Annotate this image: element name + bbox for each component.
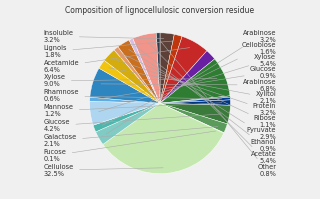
Text: Acetamide
6.4%: Acetamide 6.4% xyxy=(44,48,190,73)
Wedge shape xyxy=(156,33,160,103)
Text: Galactose
2.1%: Galactose 2.1% xyxy=(44,127,218,147)
Wedge shape xyxy=(160,59,230,103)
Text: Rhamnose
0.6%: Rhamnose 0.6% xyxy=(44,89,222,102)
Text: Acetate
5.4%: Acetate 5.4% xyxy=(148,42,276,164)
Wedge shape xyxy=(160,97,230,103)
Text: Other
0.8%: Other 0.8% xyxy=(160,41,276,177)
Wedge shape xyxy=(90,97,160,103)
Text: Glucose
4.2%: Glucose 4.2% xyxy=(44,114,221,132)
Text: Xylose
5.4%: Xylose 5.4% xyxy=(99,54,276,112)
Wedge shape xyxy=(90,101,160,125)
Wedge shape xyxy=(133,33,160,103)
Text: Glucose
0.9%: Glucose 0.9% xyxy=(98,66,276,99)
Wedge shape xyxy=(114,47,160,103)
Text: Fucose
0.1%: Fucose 0.1% xyxy=(44,131,216,162)
Text: Ribose
1.1%: Ribose 1.1% xyxy=(122,54,276,128)
Wedge shape xyxy=(103,103,224,174)
Wedge shape xyxy=(160,103,227,133)
Text: Lignols
1.8%: Lignols 1.8% xyxy=(44,41,174,58)
Text: Insoluble
3.2%: Insoluble 3.2% xyxy=(44,30,164,43)
Text: Xylose
9.0%: Xylose 9.0% xyxy=(44,74,217,87)
Text: Ethanol
0.9%: Ethanol 0.9% xyxy=(135,46,276,152)
Wedge shape xyxy=(90,68,160,103)
Wedge shape xyxy=(160,96,230,103)
Wedge shape xyxy=(96,103,160,144)
Text: Mannose
1.2%: Mannose 1.2% xyxy=(44,103,222,117)
Wedge shape xyxy=(160,36,207,103)
Text: Composition of lignocellulosic conversion residue: Composition of lignocellulosic conversio… xyxy=(65,6,255,15)
Wedge shape xyxy=(99,60,160,103)
Wedge shape xyxy=(160,100,230,105)
Wedge shape xyxy=(160,33,174,103)
Text: Protein
3.2%: Protein 3.2% xyxy=(116,60,276,116)
Wedge shape xyxy=(160,34,182,103)
Wedge shape xyxy=(160,103,230,124)
Text: Pyruvate
2.9%: Pyruvate 2.9% xyxy=(129,49,276,140)
Wedge shape xyxy=(118,40,160,103)
Text: Xylitol
2.1%: Xylitol 2.1% xyxy=(109,68,276,104)
Text: Arabinose
3.2%: Arabinose 3.2% xyxy=(106,30,276,134)
Wedge shape xyxy=(160,103,224,133)
Wedge shape xyxy=(129,38,160,103)
Text: Cellulose
32.5%: Cellulose 32.5% xyxy=(44,164,163,177)
Wedge shape xyxy=(160,51,215,103)
Text: Arabinose
6.8%: Arabinose 6.8% xyxy=(101,79,276,92)
Wedge shape xyxy=(104,50,160,103)
Text: Cellobiose
1.6%: Cellobiose 1.6% xyxy=(102,42,276,125)
Wedge shape xyxy=(93,103,160,132)
